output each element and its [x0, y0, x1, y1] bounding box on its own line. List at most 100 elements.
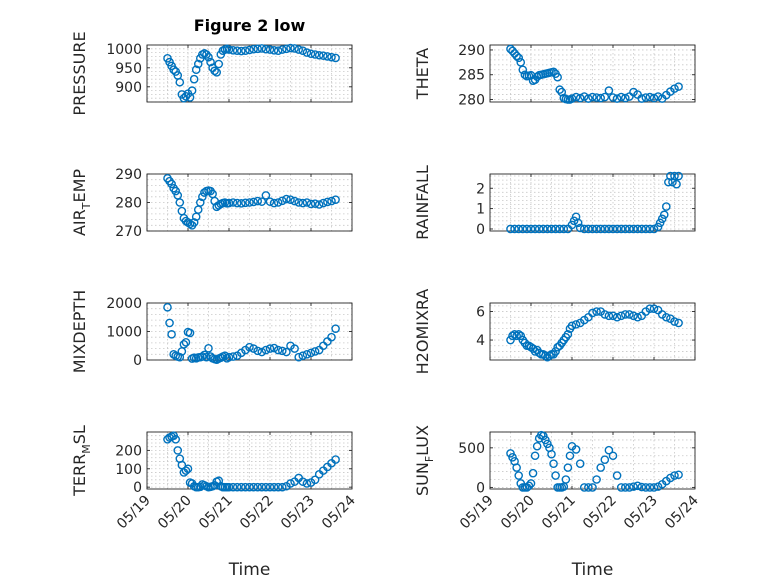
data-point [543, 224, 552, 234]
data-point [241, 482, 250, 492]
y-axis-label: AIRTEMP [70, 169, 93, 236]
data-point [265, 344, 275, 353]
y-axis-label: TERRMSL [70, 425, 93, 497]
data-point [532, 441, 542, 451]
data-point [327, 332, 336, 342]
data-point [649, 304, 659, 314]
data-point [662, 202, 671, 211]
data-point [257, 197, 267, 206]
y-axis-label: THETA [413, 48, 432, 100]
data-point [520, 70, 530, 80]
data-point [508, 331, 517, 341]
data-point [616, 224, 626, 234]
data-point [526, 224, 536, 234]
data-point [185, 328, 195, 338]
y-axis-label: RAINFALL [413, 165, 432, 240]
y-tick-label: 2000 [106, 296, 142, 312]
data-point [645, 92, 655, 102]
data-point [245, 482, 254, 492]
data-point [534, 224, 544, 234]
data-point [584, 483, 593, 492]
y-tick-label: 290 [115, 167, 142, 183]
y-tick-label: 290 [458, 43, 485, 59]
data-point [608, 311, 618, 321]
data-point [290, 44, 299, 53]
data-point [181, 338, 191, 347]
data-point [277, 45, 287, 54]
data-point [265, 45, 275, 54]
y-axis-label: MIXDEPTH [70, 290, 89, 373]
data-point [175, 198, 185, 207]
data-point [187, 86, 197, 95]
data-point [261, 191, 271, 200]
data-point [306, 199, 316, 209]
data-point [659, 210, 669, 220]
data-point [257, 482, 267, 492]
data-point [189, 74, 199, 84]
x-tick-label: 05/24 [319, 492, 359, 532]
y-axis-label: SUNFLUX [413, 425, 436, 496]
data-point [571, 92, 581, 102]
data-point [290, 344, 299, 353]
data-point [608, 451, 618, 461]
subplot-6: 4 6 H2OMIXRA [413, 289, 696, 374]
data-point [588, 483, 597, 492]
data-point [302, 349, 312, 359]
subplot-1: 900 950 1000 PRESSURE Figure 2 low [70, 16, 353, 116]
y-tick-label: 950 [115, 61, 142, 77]
data-point [662, 312, 671, 322]
data-point [528, 468, 538, 478]
data-point [173, 191, 183, 200]
data-point [331, 455, 340, 464]
data-point [555, 85, 565, 94]
axes-frame [489, 44, 696, 103]
data-point [294, 45, 304, 54]
data-point [236, 199, 246, 208]
data-point [674, 318, 683, 328]
data-point [571, 320, 581, 329]
data-point [224, 352, 234, 362]
data-point [674, 82, 683, 91]
data-point [637, 224, 647, 234]
data-point [580, 483, 589, 492]
data-point [649, 483, 659, 492]
data-point [273, 198, 283, 207]
x-tick-label: 05/19 [114, 493, 154, 533]
y-axis-label-main: AIR [70, 209, 89, 236]
data-point [641, 224, 651, 234]
data-point [163, 302, 172, 312]
x-tick-label: 05/23 [621, 493, 661, 533]
data-point [584, 224, 593, 234]
subplot-4: 0 1 2 RAINFALL [413, 165, 696, 240]
data-point [512, 51, 521, 61]
y-axis-label-main: TERR [70, 454, 89, 497]
data-point [298, 46, 308, 56]
x-tick-label: 05/21 [539, 493, 579, 533]
data-point [269, 198, 279, 208]
data-point [277, 346, 287, 356]
data-point [653, 222, 663, 232]
subplot-8: 0 500 05/19 05/20 05/21 05/22 05/23 05/24 SUNFLU… [413, 425, 702, 580]
data-point [253, 44, 263, 54]
data-point [253, 346, 263, 356]
data-point [286, 195, 295, 204]
data-point [563, 330, 573, 339]
data-point [506, 224, 515, 234]
data-point [214, 59, 224, 69]
data-point [327, 196, 336, 206]
y-tick-label: 285 [458, 68, 485, 84]
data-point [286, 43, 295, 53]
data-point [200, 188, 209, 197]
y-tick-label: 0 [476, 480, 485, 496]
data-point [193, 59, 203, 69]
data-point [204, 344, 213, 353]
y-axis-label-subscript: F [423, 456, 436, 462]
x-tick-label: 05/24 [662, 492, 702, 532]
data-point [551, 471, 560, 480]
subplot-5: 0 1000 2000 MIXDEPTH [70, 290, 353, 373]
x-tick-label: 05/19 [457, 493, 497, 533]
data-point [604, 311, 614, 321]
y-axis-label-subscript: M [80, 444, 93, 454]
data-point [175, 77, 185, 87]
data-point [567, 94, 577, 103]
